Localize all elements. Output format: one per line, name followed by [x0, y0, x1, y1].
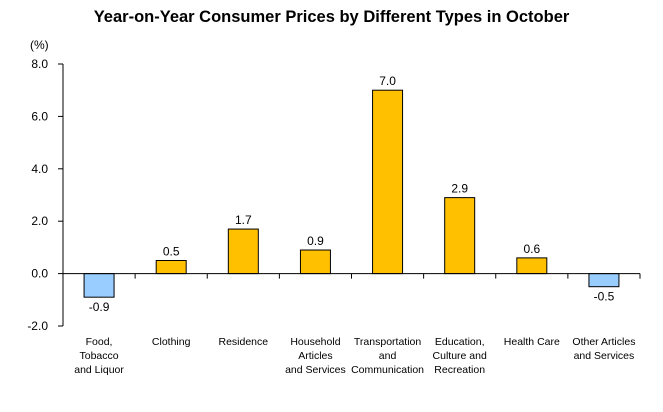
chart-title: Year-on-Year Consumer Prices by Differen… — [93, 8, 570, 26]
bar — [299, 249, 331, 275]
data-label: 1.7 — [235, 213, 252, 227]
bar — [155, 260, 187, 275]
x-tick-label: Other Articles and Services — [572, 336, 635, 362]
data-label: 0.9 — [307, 234, 324, 248]
data-label: -0.5 — [594, 290, 615, 304]
bar — [444, 197, 476, 275]
value-labels: -0.9 0.5 1.7 0.9 7.0 2.9 0.6 -0.5 — [89, 74, 615, 314]
data-label: -0.9 — [89, 300, 110, 314]
bars — [83, 89, 620, 298]
data-label: 0.5 — [163, 245, 180, 259]
data-label: 7.0 — [379, 74, 396, 88]
x-tick-label: Residence — [219, 336, 269, 348]
x-tick-label: Transportation and Communication — [351, 336, 424, 376]
x-tick-label: Food, Tobacco and Liquor — [74, 336, 124, 376]
x-axis — [62, 273, 641, 279]
y-tick-label: 8.0 — [31, 57, 48, 71]
bar — [372, 89, 404, 275]
y-tick-label: 6.0 — [31, 109, 48, 123]
y-tick-label: 2.0 — [31, 214, 48, 228]
y-tick-label: 0.0 — [31, 267, 48, 281]
x-tick-label: Clothing — [152, 336, 191, 348]
bar — [227, 228, 259, 275]
x-tick-label: Health Care — [504, 336, 560, 348]
bar — [516, 257, 548, 275]
bar — [83, 273, 115, 298]
data-label: 2.9 — [451, 182, 468, 196]
y-axis-unit-label: (%) — [30, 38, 49, 52]
data-label: 0.6 — [523, 242, 540, 256]
y-axis: -2.0 0.0 2.0 4.0 6.0 8.0 — [27, 57, 64, 333]
category-labels: Food, Tobacco and Liquor Clothing Residence H… — [74, 336, 635, 376]
y-tick-label: 4.0 — [31, 162, 48, 176]
x-tick-label: Education, Culture and Recreation — [433, 336, 487, 376]
y-tick-label: -2.0 — [27, 319, 48, 333]
x-tick-label: Household Articles and Services — [285, 336, 346, 376]
bar — [588, 273, 620, 288]
